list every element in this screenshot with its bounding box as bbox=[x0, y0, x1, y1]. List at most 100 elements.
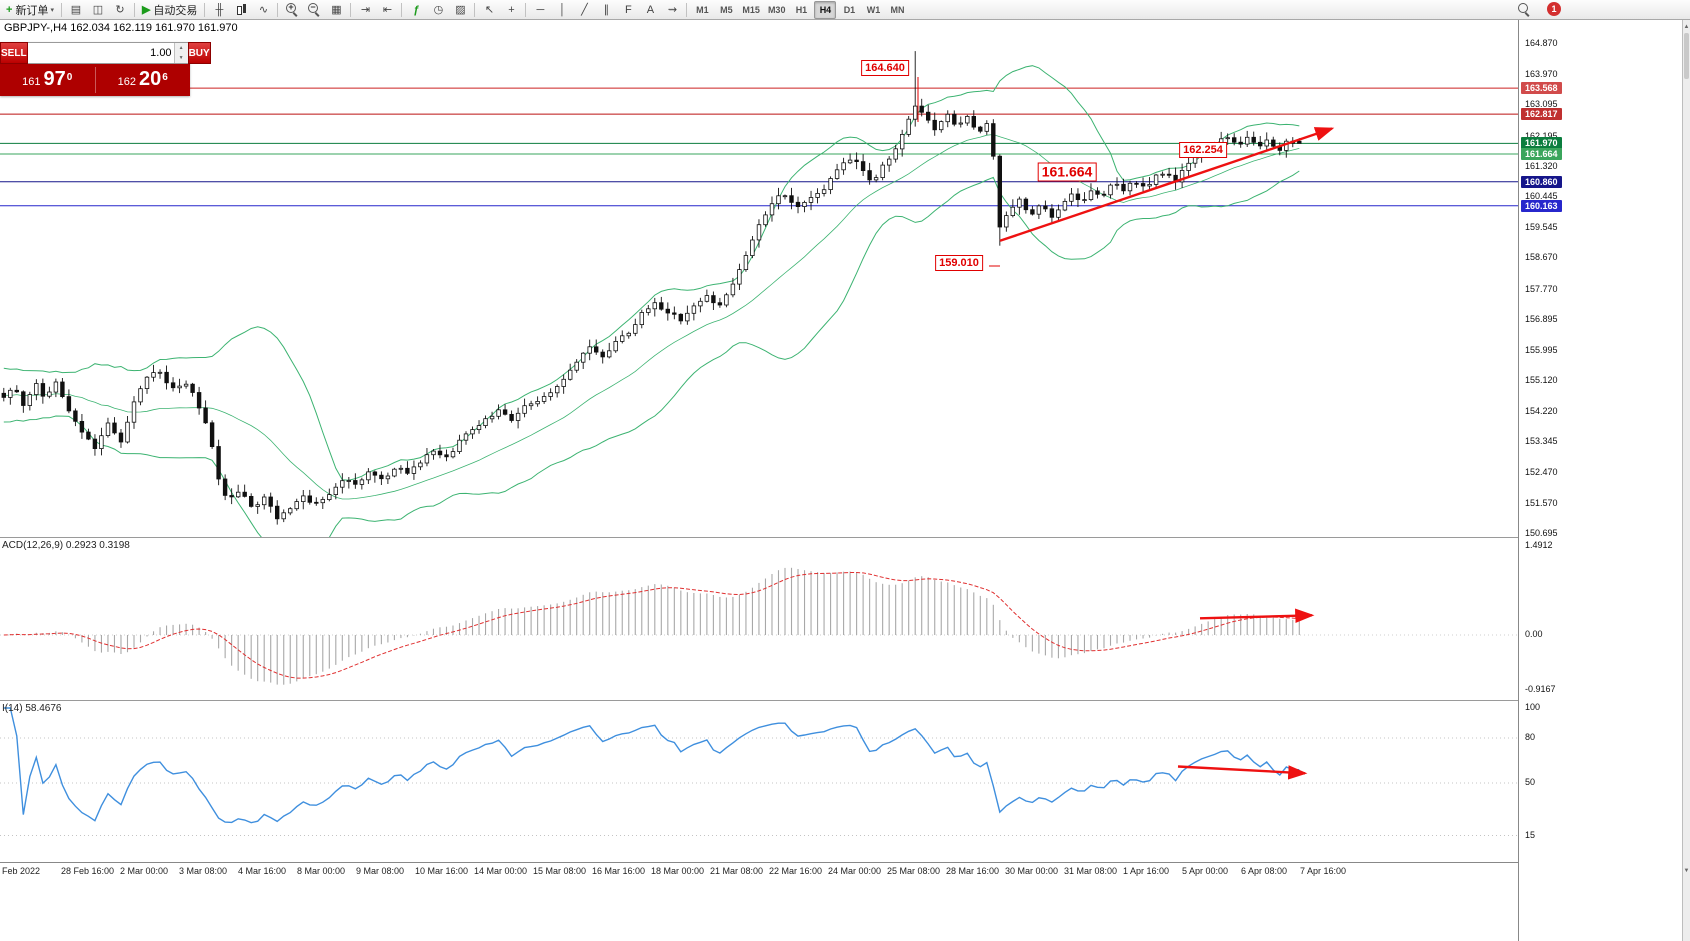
scroll-up-icon[interactable]: ▲ bbox=[1683, 24, 1690, 30]
line-chart-button[interactable]: ∿ bbox=[253, 1, 273, 19]
hline-icon: ─ bbox=[536, 3, 545, 16]
indicators-button[interactable]: ƒ bbox=[406, 1, 426, 19]
buy-price[interactable]: 162 20 6 bbox=[117, 68, 168, 90]
new-order-button[interactable]: + 新订单 ▾ bbox=[3, 1, 57, 19]
vertical-scrollbar[interactable]: ▲ ▼ bbox=[1682, 20, 1690, 941]
autotrading-button[interactable]: ▶ 自动交易 bbox=[139, 1, 200, 19]
rsi-label: I(14) 58.4676 bbox=[2, 703, 62, 714]
arrows-icon: ⇝ bbox=[667, 4, 678, 16]
time-tick-label: 2 Mar 00:00 bbox=[120, 866, 169, 876]
zoom-out-icon bbox=[307, 2, 321, 17]
fibonacci-button[interactable]: F bbox=[618, 1, 638, 19]
price-tick-label: 15 bbox=[1525, 829, 1536, 840]
price-tick-label: 50 bbox=[1525, 777, 1536, 787]
auto-scroll-icon: ⇥ bbox=[360, 4, 371, 16]
timeframe-m1[interactable]: M1 bbox=[691, 1, 713, 19]
fibonacci-icon: F bbox=[625, 3, 632, 16]
new-order-icon: + bbox=[6, 3, 13, 16]
channel-button[interactable]: ∥ bbox=[596, 1, 616, 19]
trendline-button[interactable]: ╱ bbox=[574, 1, 594, 19]
refresh-icon: ↻ bbox=[115, 4, 125, 16]
macd-pane[interactable]: ACD(12,26,9) 0.2923 0.3198 bbox=[0, 537, 1518, 700]
scroll-down-icon[interactable]: ▼ bbox=[1683, 868, 1690, 874]
market-watch-button[interactable]: ▤ bbox=[66, 1, 86, 19]
chart-shift-button[interactable]: ⇤ bbox=[377, 1, 397, 19]
search-icon[interactable] bbox=[1518, 2, 1531, 16]
text-button[interactable]: A bbox=[640, 1, 660, 19]
price-tick-label: 0.00 bbox=[1525, 629, 1543, 639]
time-tick-label: 25 Mar 08:00 bbox=[887, 866, 941, 876]
chart-workspace: GBPJPY-,H4 162.034 162.119 161.970 161.9… bbox=[0, 20, 1690, 941]
price-tick-label: 151.570 bbox=[1525, 497, 1558, 508]
periods-icon: ◷ bbox=[433, 4, 444, 16]
zoom-in-button[interactable] bbox=[282, 1, 302, 19]
periods-button[interactable]: ◷ bbox=[428, 1, 448, 19]
chart-shift-icon: ⇤ bbox=[382, 4, 393, 16]
volume-down-icon[interactable]: ▼ bbox=[174, 53, 188, 63]
timeframe-d1[interactable]: D1 bbox=[838, 1, 860, 19]
time-tick-label: 7 Apr 16:00 bbox=[1300, 866, 1347, 876]
price-line-badge: 161.970 bbox=[1521, 137, 1562, 150]
main-chart-pane[interactable]: GBPJPY-,H4 162.034 162.119 161.970 161.9… bbox=[0, 20, 1518, 537]
sell-button[interactable]: SELL bbox=[0, 42, 28, 64]
price-annotation: 161.664 bbox=[1037, 162, 1097, 182]
cursor-button[interactable]: ↖ bbox=[479, 1, 499, 19]
timeframe-h1[interactable]: H1 bbox=[790, 1, 812, 19]
buy-button[interactable]: BUY bbox=[187, 42, 211, 64]
timeframe-m30[interactable]: M30 bbox=[765, 1, 789, 19]
one-click-trading-panel: SELL ▲ ▼ BUY 161 97 bbox=[0, 42, 211, 96]
bar-chart-button[interactable]: ╫ bbox=[209, 1, 229, 19]
time-tick-label: 4 Mar 16:00 bbox=[238, 866, 287, 876]
templates-icon: ▨ bbox=[455, 4, 466, 16]
zoom-out-button[interactable] bbox=[304, 1, 324, 19]
price-annotation: 164.640 bbox=[861, 60, 909, 76]
volume-field: ▲ ▼ bbox=[27, 42, 188, 64]
price-tick-label: 1.4912 bbox=[1525, 539, 1553, 550]
refresh-button[interactable]: ↻ bbox=[110, 1, 130, 19]
channel-icon: ∥ bbox=[603, 4, 610, 16]
toolbar-separator bbox=[525, 2, 527, 17]
trendline-icon: ╱ bbox=[581, 4, 588, 16]
timeframe-w1[interactable]: W1 bbox=[862, 1, 884, 19]
time-tick-label: 15 Mar 08:00 bbox=[533, 866, 587, 876]
price-tick-label: 163.970 bbox=[1525, 69, 1558, 80]
price-tick-label: -0.9167 bbox=[1525, 683, 1556, 694]
timeframe-h4[interactable]: H4 bbox=[814, 0, 837, 19]
crosshair-button[interactable]: + bbox=[501, 1, 521, 19]
scrollbar-thumb[interactable] bbox=[1684, 33, 1689, 79]
toolbar: +新订单▾ ▤ ◫ ↻ ▶自动交易 ╫ ∿ ▦ ⇥ ⇤ ƒ ◷ ▨ ↖ + ─ │ ╱ ∥ F A ⇝ M1M5M15M30… bbox=[0, 0, 1690, 20]
hline-button[interactable]: ─ bbox=[530, 1, 550, 19]
candlestick-chart-button[interactable] bbox=[231, 1, 251, 19]
line-chart-icon: ∿ bbox=[258, 4, 269, 16]
toolbar-separator bbox=[277, 2, 279, 17]
timeframe-mn[interactable]: MN bbox=[886, 1, 908, 19]
text-icon: A bbox=[646, 3, 655, 16]
time-tick-label: 21 Mar 08:00 bbox=[710, 866, 764, 876]
auto-scroll-button[interactable]: ⇥ bbox=[355, 1, 375, 19]
sell-price[interactable]: 161 97 0 bbox=[22, 68, 73, 90]
toolbar-separator bbox=[60, 2, 62, 17]
volume-up-icon[interactable]: ▲ bbox=[174, 43, 188, 53]
autotrading-icon: ▶ bbox=[141, 4, 151, 16]
price-tick-label: 164.870 bbox=[1525, 38, 1558, 49]
time-tick-label: 24 Mar 00:00 bbox=[828, 866, 882, 876]
vline-button[interactable]: │ bbox=[552, 1, 572, 19]
data-window-button[interactable]: ◫ bbox=[88, 1, 108, 19]
arrows-button[interactable]: ⇝ bbox=[662, 1, 682, 19]
tile-windows-button[interactable]: ▦ bbox=[326, 1, 346, 19]
price-annotation: 162.254 bbox=[1179, 142, 1227, 158]
price-line-badge: 162.817 bbox=[1521, 108, 1562, 121]
notification-badge[interactable]: 1 bbox=[1547, 2, 1561, 16]
price-tick-label: 161.320 bbox=[1525, 160, 1558, 171]
bottom-filler bbox=[0, 880, 1518, 941]
timeframe-m15[interactable]: M15 bbox=[739, 1, 763, 19]
zoom-in-icon bbox=[285, 2, 299, 17]
templates-button[interactable]: ▨ bbox=[450, 1, 470, 19]
volume-input[interactable] bbox=[27, 43, 174, 63]
rsi-pane[interactable]: I(14) 58.4676 bbox=[0, 700, 1518, 862]
candlestick-chart-icon bbox=[236, 3, 247, 16]
timeframe-m5[interactable]: M5 bbox=[715, 1, 737, 19]
quote-header: GBPJPY-,H4 162.034 162.119 161.970 161.9… bbox=[4, 22, 238, 34]
vline-icon: │ bbox=[558, 3, 566, 16]
